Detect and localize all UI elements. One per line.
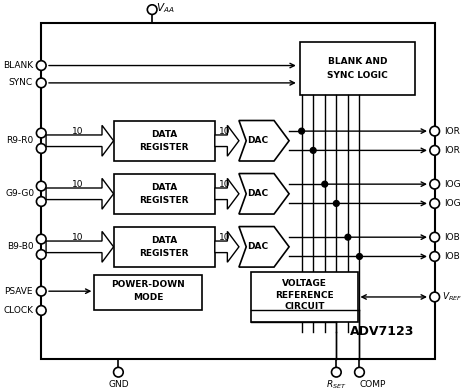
Text: REGISTER: REGISTER [139,196,189,205]
Text: BLANK: BLANK [3,61,33,70]
Circle shape [36,250,46,259]
Circle shape [345,234,351,240]
Text: REFERENCE: REFERENCE [275,291,334,300]
Circle shape [36,128,46,138]
Text: CLOCK: CLOCK [3,306,33,315]
Text: ADV7123: ADV7123 [350,325,414,338]
Text: BLANK AND: BLANK AND [328,57,387,66]
Circle shape [322,181,328,187]
Circle shape [430,252,439,261]
Text: COMP: COMP [360,380,386,389]
Bar [114,174,215,214]
Text: IOB: IOB [444,252,460,261]
Circle shape [430,179,439,189]
Text: IOR: IOR [444,127,460,136]
Circle shape [36,234,46,244]
Text: IOG: IOG [444,199,460,208]
Text: $V_{REF}$: $V_{REF}$ [442,291,462,303]
Polygon shape [215,178,239,209]
Text: 10: 10 [72,127,83,136]
Circle shape [36,78,46,88]
Circle shape [334,200,339,206]
Text: CIRCUIT: CIRCUIT [284,302,325,311]
Text: 10: 10 [219,127,231,136]
Text: POWER-DOWN: POWER-DOWN [111,280,185,289]
Text: DATA: DATA [151,183,178,191]
Text: 10: 10 [219,233,231,242]
Polygon shape [215,125,239,156]
Circle shape [430,126,439,136]
Circle shape [299,128,304,134]
Text: PSAVE: PSAVE [4,287,32,296]
Circle shape [356,254,363,259]
Text: 10: 10 [72,233,83,242]
Text: DAC: DAC [247,242,268,251]
Circle shape [36,197,46,206]
Polygon shape [239,121,289,161]
Bar [300,43,415,96]
Text: IOG: IOG [444,180,460,189]
Text: DAC: DAC [247,189,268,198]
Polygon shape [46,125,114,156]
Circle shape [147,5,157,14]
Circle shape [355,367,364,377]
Circle shape [310,147,316,153]
Circle shape [114,367,123,377]
Text: DAC: DAC [247,136,268,145]
Polygon shape [46,178,114,209]
Text: $V_{AA}$: $V_{AA}$ [157,1,175,14]
Text: R9-R0: R9-R0 [7,136,34,145]
Text: B9-B0: B9-B0 [7,242,34,251]
Circle shape [36,61,46,70]
Bar [114,121,215,161]
Circle shape [36,144,46,153]
Text: $R_{SET}$: $R_{SET}$ [326,378,347,390]
Bar [252,272,357,322]
Circle shape [36,286,46,296]
Text: SYNC: SYNC [8,78,32,87]
Circle shape [331,367,341,377]
Text: REGISTER: REGISTER [139,249,189,258]
Bar [94,275,202,310]
Text: MODE: MODE [133,293,164,302]
Text: SYNC LOGIC: SYNC LOGIC [327,71,388,80]
Text: GND: GND [108,380,129,389]
Circle shape [430,145,439,155]
Polygon shape [215,231,239,262]
Text: DATA: DATA [151,236,178,245]
Text: 10: 10 [72,180,83,189]
Circle shape [430,232,439,242]
Text: DATA: DATA [151,129,178,138]
Circle shape [430,292,439,302]
Circle shape [430,199,439,208]
Text: IOB: IOB [444,233,460,242]
Text: REGISTER: REGISTER [139,143,189,152]
Text: VOLTAGE: VOLTAGE [282,279,327,288]
Text: G9-G0: G9-G0 [6,189,34,198]
Polygon shape [239,227,289,267]
Text: IOR: IOR [444,146,460,155]
Circle shape [36,181,46,191]
Bar [41,23,435,359]
Polygon shape [239,174,289,214]
Polygon shape [46,231,114,262]
Text: 10: 10 [219,180,231,189]
Bar [114,227,215,267]
Circle shape [36,306,46,315]
